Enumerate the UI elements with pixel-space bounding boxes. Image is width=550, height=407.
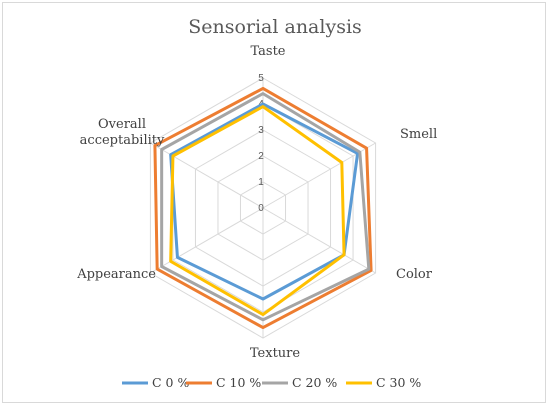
- chart-title: Sensorial analysis: [188, 16, 362, 38]
- series-line-0: [169, 102, 360, 301]
- legend-label: C 0 %: [152, 375, 189, 390]
- axis-label: Color: [396, 267, 433, 282]
- grid-spoke: [150, 142, 264, 209]
- radar-axis-labels: Taste Smell Color Texture Appearance Overall a…: [76, 44, 437, 361]
- series-line-1: [153, 86, 373, 330]
- legend-label: C 20 %: [292, 375, 337, 390]
- axis-label: Overall acceptability: [80, 117, 165, 148]
- tick-label: 1: [258, 177, 264, 188]
- tick-label: 3: [258, 125, 264, 136]
- grid-spoke: [262, 207, 376, 274]
- legend-label: C 30 %: [376, 375, 421, 390]
- tick-label: 0: [258, 203, 264, 214]
- tick-label: 2: [258, 151, 264, 162]
- axis-label: Taste: [250, 44, 285, 59]
- grid-spoke: [150, 207, 264, 274]
- series-line-3: [169, 105, 346, 317]
- chart-frame: [2, 2, 546, 403]
- legend-label: C 10 %: [216, 375, 261, 390]
- tick-label: 5: [258, 73, 264, 84]
- axis-label: Texture: [250, 346, 300, 361]
- axis-label: Appearance: [76, 267, 156, 282]
- chart-legend: C 0 % C 10 % C 20 % C 30 %: [122, 375, 421, 390]
- radar-series: [153, 86, 373, 330]
- axis-label: Smell: [400, 127, 437, 142]
- series-line-2: [160, 92, 371, 322]
